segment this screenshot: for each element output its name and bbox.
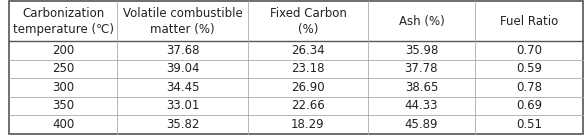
Text: 18.29: 18.29 [291, 118, 325, 131]
Text: Carbonization
temperature (℃): Carbonization temperature (℃) [13, 7, 114, 36]
Text: 33.01: 33.01 [166, 99, 199, 112]
Text: 250: 250 [52, 62, 74, 75]
Text: 400: 400 [52, 118, 74, 131]
Text: 37.68: 37.68 [166, 44, 199, 57]
Text: 34.45: 34.45 [166, 81, 199, 94]
Text: 22.66: 22.66 [291, 99, 325, 112]
Text: Volatile combustible
matter (%): Volatile combustible matter (%) [123, 7, 242, 36]
Text: 38.65: 38.65 [405, 81, 438, 94]
Text: 26.90: 26.90 [291, 81, 325, 94]
Text: 35.82: 35.82 [166, 118, 199, 131]
Text: Ash (%): Ash (%) [398, 15, 444, 28]
Text: 0.78: 0.78 [516, 81, 542, 94]
Text: Fuel Ratio: Fuel Ratio [500, 15, 558, 28]
Text: 35.98: 35.98 [405, 44, 438, 57]
Text: 45.89: 45.89 [405, 118, 438, 131]
Text: 23.18: 23.18 [291, 62, 325, 75]
Text: 0.51: 0.51 [516, 118, 542, 131]
Text: 26.34: 26.34 [291, 44, 325, 57]
Text: 200: 200 [52, 44, 74, 57]
Text: Fixed Carbon
(%): Fixed Carbon (%) [270, 7, 346, 36]
Text: 0.70: 0.70 [516, 44, 542, 57]
Text: 0.69: 0.69 [516, 99, 542, 112]
Text: 300: 300 [52, 81, 74, 94]
Text: 37.78: 37.78 [405, 62, 438, 75]
Text: 39.04: 39.04 [166, 62, 199, 75]
Text: 0.59: 0.59 [516, 62, 542, 75]
Text: 350: 350 [52, 99, 74, 112]
Text: 44.33: 44.33 [405, 99, 438, 112]
